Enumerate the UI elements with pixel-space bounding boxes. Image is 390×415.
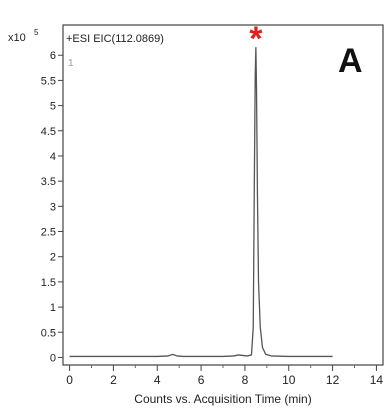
x-tick-label: 8 <box>242 373 249 387</box>
y-tick-label: 1 <box>50 302 56 314</box>
y-tick-label: 3.5 <box>41 176 56 188</box>
y-tick-label: 5 <box>50 101 56 113</box>
y-tick-label: 4 <box>50 151 56 163</box>
y-tick-label: 0.5 <box>41 327 56 339</box>
y-tick-label: 5.5 <box>41 75 56 87</box>
y-tick-label: 3 <box>50 201 56 213</box>
x-tick-label: 12 <box>326 373 340 387</box>
x-axis-label: Counts vs. Acquisition Time (min) <box>134 392 311 406</box>
x-tick-label: 0 <box>66 373 73 387</box>
x-tick-label: 4 <box>154 373 161 387</box>
y-tick-label: 6 <box>50 50 56 62</box>
peak-marker: * <box>249 20 263 58</box>
y-tick-label: 4.5 <box>41 126 56 138</box>
y-multiplier-base: x10 <box>8 32 26 44</box>
series-line <box>69 47 333 358</box>
axis-layer: 0 0.5 1 1.5 2 2.5 3 3.5 4 4.5 5 5.5 6 0 2 4 6 8 10 12 14 <box>41 50 384 387</box>
x-tick-label: 6 <box>198 373 205 387</box>
trace-label: +ESI EIC(112.0869) <box>66 33 164 45</box>
trace-index: 1 <box>68 58 74 69</box>
y-tick-label: 1.5 <box>41 277 56 289</box>
y-tick-label: 0 <box>50 352 56 364</box>
x-tick-label: 14 <box>370 373 384 387</box>
series-layer <box>69 47 333 358</box>
x-tick-label: 2 <box>110 373 117 387</box>
x-tick-label: 10 <box>282 373 296 387</box>
y-tick-label: 2 <box>50 252 56 264</box>
y-tick-label: 2.5 <box>41 227 56 239</box>
y-multiplier-exponent: 5 <box>34 28 39 37</box>
panel-label: A <box>338 42 363 80</box>
plot-frame <box>62 24 384 366</box>
